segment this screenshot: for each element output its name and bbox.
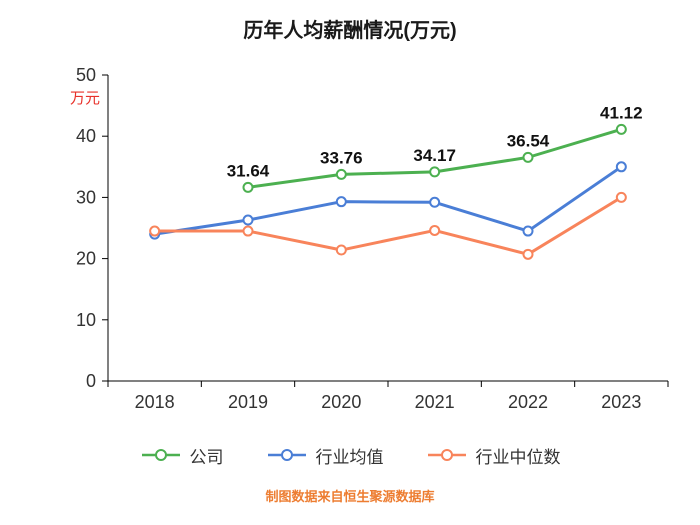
series-line-1 bbox=[153, 165, 623, 236]
data-point bbox=[242, 214, 254, 226]
data-source-note: 制图数据来自恒生聚源数据库 bbox=[265, 489, 435, 504]
legend-line-marker-icon bbox=[267, 449, 306, 461]
data-point bbox=[615, 161, 627, 173]
legend-label: 行业中位数 bbox=[475, 447, 561, 467]
data-point bbox=[615, 123, 627, 135]
x-tick-label: 2021 bbox=[415, 392, 455, 412]
data-point bbox=[335, 168, 347, 180]
y-tick-label: 10 bbox=[76, 310, 96, 330]
x-tick-label: 2023 bbox=[601, 392, 641, 412]
data-point bbox=[335, 244, 347, 256]
data-point bbox=[242, 181, 254, 193]
line-chart-canvas: 0 10 20 30 40 50 2018 2019 2020 2021 2022 2023 万元 31.… bbox=[70, 65, 669, 412]
y-tick-label: 20 bbox=[76, 249, 96, 269]
legend-line-marker-icon bbox=[427, 449, 466, 461]
data-point bbox=[149, 225, 161, 237]
y-tick-label: 40 bbox=[76, 126, 96, 146]
data-point-label: 34.17 bbox=[413, 146, 456, 165]
legend-item-1[interactable]: 行业均值 bbox=[266, 443, 384, 468]
data-point bbox=[242, 225, 254, 237]
legend-label: 公司 bbox=[189, 447, 224, 467]
x-tick-label: 2022 bbox=[508, 392, 548, 412]
chart-title: 历年人均薪酬情况(万元) bbox=[243, 20, 457, 42]
x-tick-label: 2020 bbox=[321, 392, 361, 412]
data-point bbox=[429, 166, 441, 178]
data-point bbox=[522, 225, 534, 237]
legend-item-0[interactable]: 公司 bbox=[140, 443, 224, 468]
series-line-2 bbox=[153, 195, 623, 256]
y-tick-label: 30 bbox=[76, 187, 96, 207]
data-point-label: 31.64 bbox=[227, 161, 270, 180]
legend-line-marker-icon bbox=[141, 449, 180, 461]
x-tick-label: 2019 bbox=[228, 392, 268, 412]
data-point-label: 36.54 bbox=[507, 131, 550, 150]
data-point bbox=[522, 248, 534, 260]
data-point bbox=[522, 151, 534, 163]
legend-label: 行业均值 bbox=[315, 447, 384, 467]
data-point bbox=[429, 224, 441, 236]
legend-item-2[interactable]: 行业中位数 bbox=[426, 443, 561, 468]
data-point-label: 33.76 bbox=[320, 148, 363, 167]
data-point bbox=[335, 196, 347, 208]
data-point bbox=[429, 196, 441, 208]
data-point-label: 41.12 bbox=[600, 103, 643, 122]
chart-legend: 公司 行业均值 行业中位数 bbox=[0, 442, 700, 468]
x-tick-label: 2018 bbox=[135, 392, 175, 412]
y-axis-title: 万元 bbox=[70, 90, 100, 107]
y-tick-label: 50 bbox=[76, 65, 96, 85]
data-point bbox=[615, 191, 627, 203]
y-tick-label: 0 bbox=[86, 371, 96, 391]
